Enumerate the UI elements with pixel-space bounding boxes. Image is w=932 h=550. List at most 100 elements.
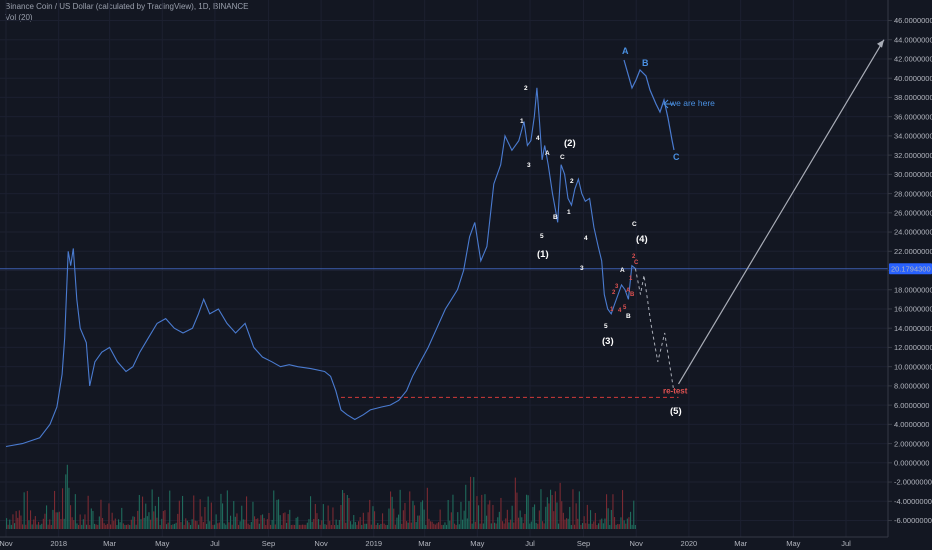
volume-bar — [476, 496, 478, 529]
volume-bar — [422, 500, 424, 529]
volume-bar — [630, 511, 632, 529]
volume-bar — [10, 524, 12, 529]
inset-label: C — [673, 152, 680, 162]
inset-label: B — [642, 58, 649, 68]
volume-bar — [236, 513, 238, 529]
volume-bar — [84, 514, 86, 529]
y-tick-label: 26.0000000 — [894, 209, 932, 218]
volume-bar — [606, 494, 608, 529]
volume-bar — [119, 522, 121, 529]
volume-bar — [609, 524, 611, 529]
volume-bar — [140, 519, 142, 529]
volume-bar — [103, 523, 105, 529]
we-are-here-label: we are here — [669, 98, 715, 108]
volume-bar — [572, 489, 574, 529]
volume-bar — [295, 517, 297, 529]
x-tick-label: May — [470, 539, 484, 548]
volume-bar — [532, 507, 534, 529]
y-tick-label: 30.0000000 — [894, 170, 932, 179]
volume-bar — [284, 512, 286, 529]
volume-bar — [66, 464, 68, 529]
volume-bar — [57, 512, 59, 529]
volume-bar — [433, 523, 435, 529]
y-tick-label: 46.0000000 — [894, 16, 932, 25]
volume-bar — [17, 517, 19, 529]
volume-bar — [214, 524, 216, 529]
wave-minor-label: 2 — [570, 178, 574, 185]
volume-bar — [465, 484, 467, 529]
volume-bar — [150, 519, 152, 529]
volume-bar — [228, 522, 230, 529]
volume-bar — [492, 504, 494, 529]
volume-bar — [634, 524, 636, 529]
volume-bar — [118, 519, 120, 529]
volume-bar — [26, 490, 28, 529]
volume-bar — [623, 520, 625, 529]
volume-bar — [239, 521, 241, 529]
volume-bar — [286, 522, 288, 529]
volume-bar — [375, 524, 377, 529]
volume-bar — [135, 524, 137, 529]
y-tick-label: 28.0000000 — [894, 189, 932, 198]
volume-bar — [430, 521, 432, 529]
inset-label: A — [622, 46, 629, 56]
wave-minor-label: 1 — [520, 118, 524, 125]
volume-bar — [186, 520, 188, 529]
volume-bar — [354, 522, 356, 529]
volume-bar — [345, 522, 347, 529]
volume-bar — [369, 499, 371, 529]
volume-bar — [204, 507, 206, 529]
wave-minor-label: A — [545, 150, 550, 157]
volume-bar — [383, 523, 385, 529]
volume-bar — [583, 516, 585, 529]
volume-bar — [591, 523, 593, 529]
y-tick-label: 10.0000000 — [894, 362, 932, 371]
volume-bar — [612, 494, 614, 529]
volume-bar — [198, 524, 200, 529]
volume-bar — [377, 522, 379, 529]
volume-bar — [319, 524, 321, 529]
volume-bar — [514, 477, 516, 529]
volume-bar — [174, 523, 176, 529]
volume-bar — [446, 524, 448, 529]
wave-red-label: C — [634, 260, 639, 266]
volume-bar — [41, 523, 43, 529]
volume-bar — [260, 515, 262, 529]
volume-bar — [7, 524, 9, 529]
volume-bar — [534, 504, 536, 529]
volume-bar — [266, 519, 268, 529]
volume-bar — [479, 523, 481, 529]
volume-bar — [290, 524, 292, 529]
volume-bar — [570, 524, 572, 529]
volume-bar — [170, 524, 172, 529]
volume-bar — [522, 523, 524, 529]
volume-bar — [30, 510, 32, 529]
volume-bar — [436, 523, 438, 529]
volume-bar — [130, 519, 132, 529]
volume-bar — [98, 516, 100, 529]
volume-bar — [442, 524, 444, 529]
volume-bar — [268, 512, 270, 529]
volume-bar — [542, 521, 544, 529]
volume-bar — [426, 487, 428, 529]
volume-bar — [582, 523, 584, 529]
volume-bar — [378, 524, 380, 529]
volume-bar — [334, 524, 336, 529]
volume-bar — [297, 516, 299, 529]
volume-bar — [46, 505, 48, 529]
volume-bar — [564, 519, 566, 529]
wave-minor-label: 4 — [584, 235, 588, 242]
volume-bar — [351, 524, 353, 529]
volume-bar — [143, 517, 145, 529]
volume-bar — [396, 517, 398, 529]
volume-bar — [102, 518, 104, 529]
volume-bar — [73, 520, 75, 529]
volume-bar — [390, 491, 392, 529]
volume-bar — [210, 502, 212, 529]
volume-bar — [498, 511, 500, 529]
volume-bar — [561, 501, 563, 529]
volume-bar — [215, 514, 217, 529]
volume-bar — [121, 507, 123, 529]
